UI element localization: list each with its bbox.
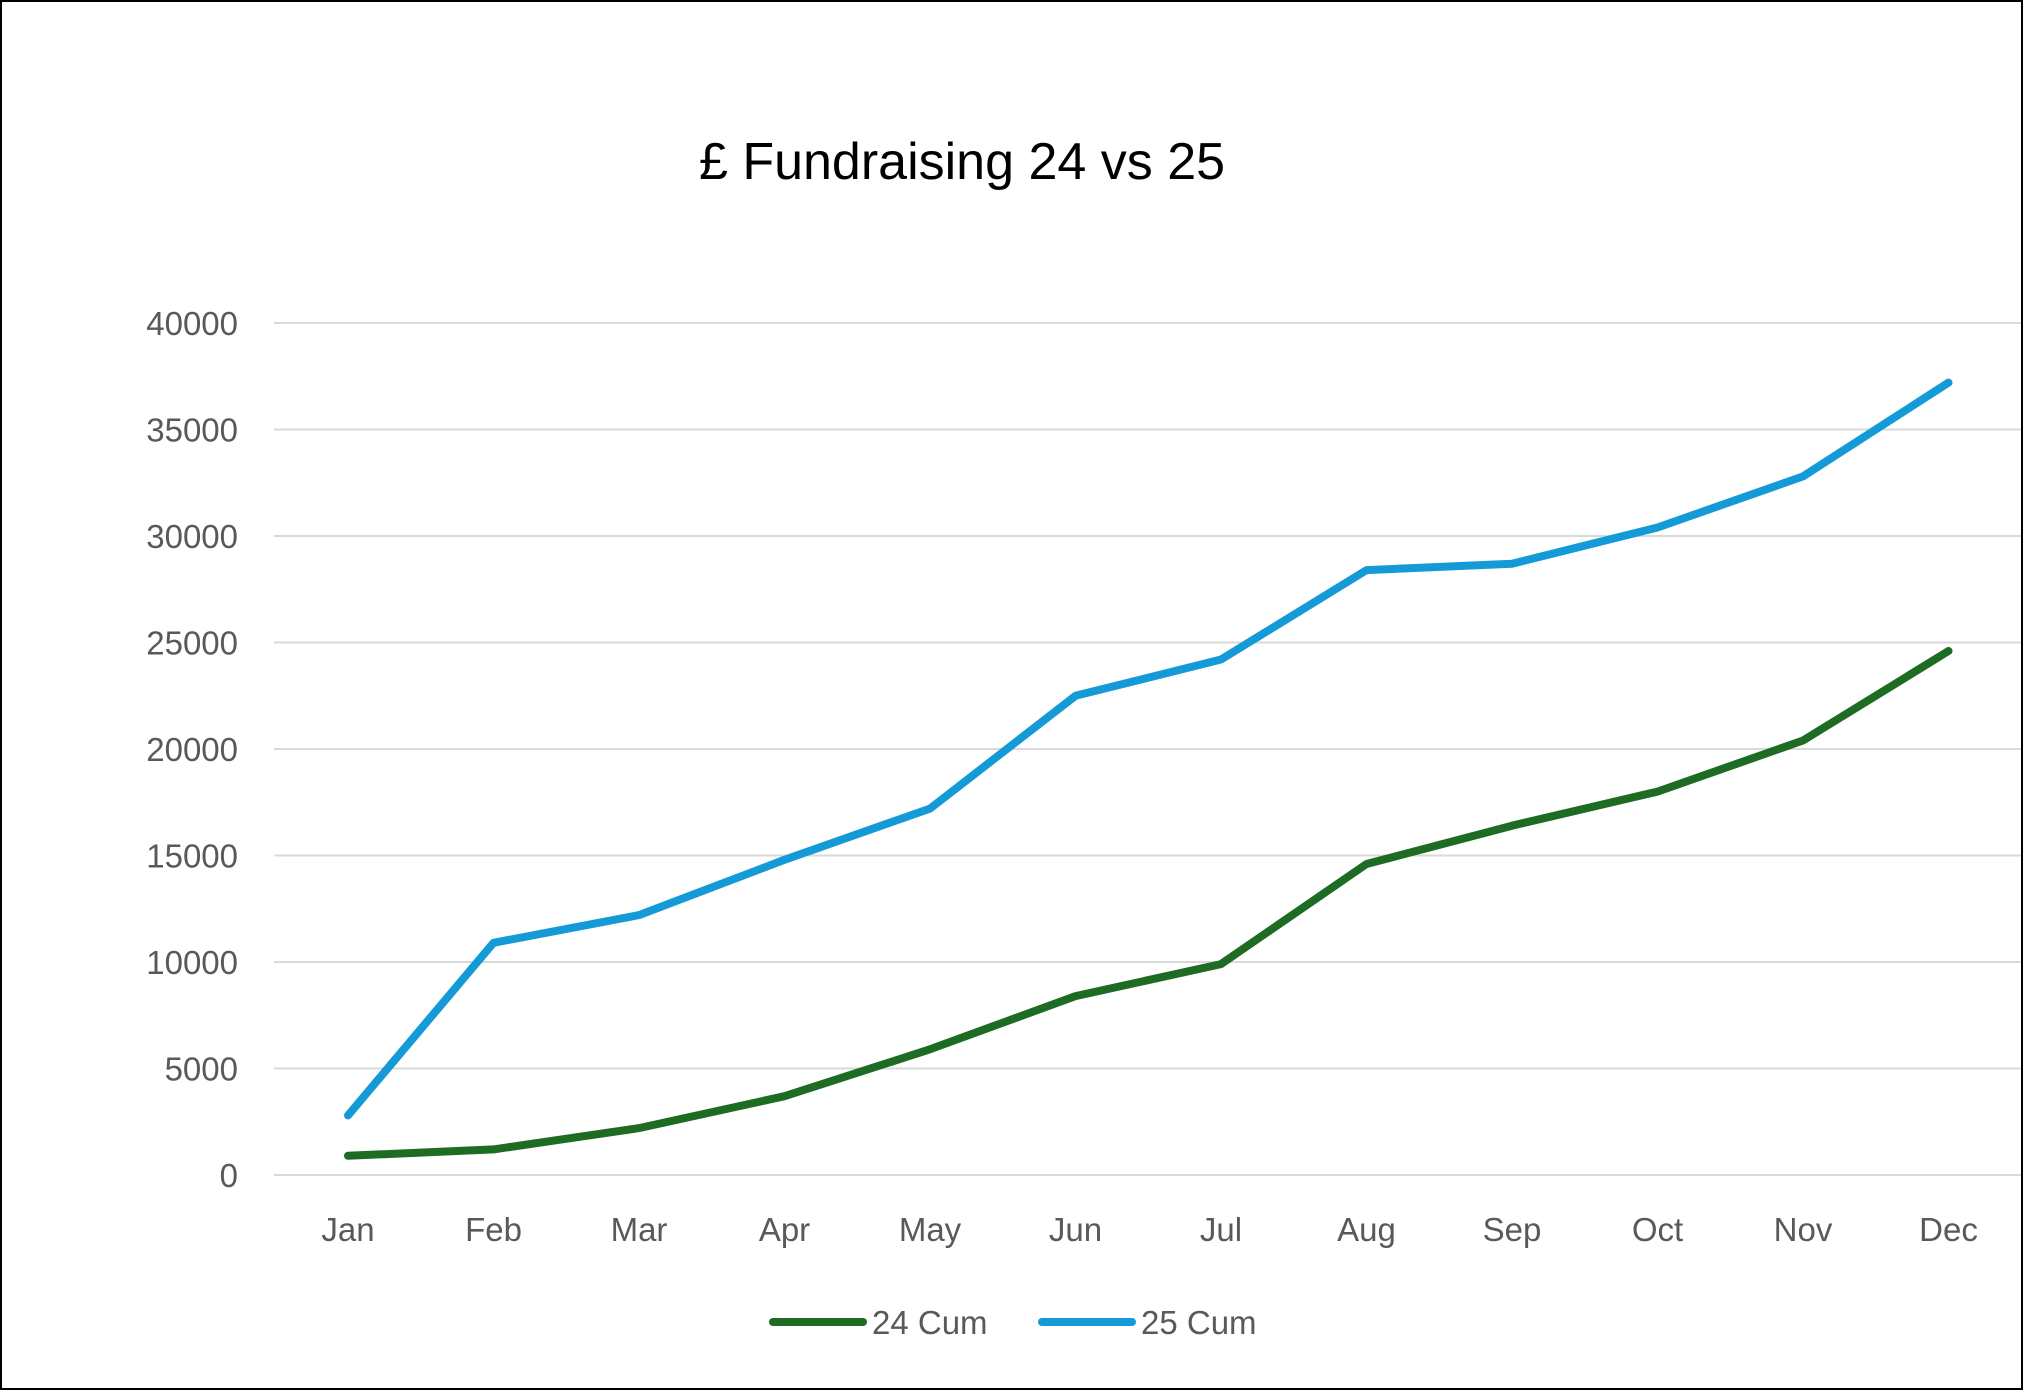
chart-title: £ Fundraising 24 vs 25 [699, 133, 1225, 191]
y-tick-label-20000: 20000 [146, 731, 238, 768]
x-tick-label-aug: Aug [1337, 1211, 1396, 1248]
y-tick-label-30000: 30000 [146, 518, 238, 555]
x-tick-label-sep: Sep [1483, 1211, 1542, 1248]
y-tick-label-0: 0 [220, 1157, 238, 1194]
x-axis-tick-labels: Jan Feb Mar Apr May Jun Jul Aug Sep Oct Nov Dec [321, 1211, 1977, 1248]
x-tick-label-oct: Oct [1632, 1211, 1683, 1248]
legend: 24 Cum 25 Cum [769, 1304, 1257, 1341]
y-tick-label-15000: 15000 [146, 838, 238, 875]
legend-label-1: 24 Cum [872, 1304, 988, 1341]
x-tick-label-nov: Nov [1774, 1211, 1833, 1248]
y-tick-label-35000: 35000 [146, 412, 238, 449]
x-tick-label-may: May [899, 1211, 962, 1248]
x-tick-label-feb: Feb [465, 1211, 522, 1248]
legend-label-2: 25 Cum [1141, 1304, 1257, 1341]
series-lines [344, 378, 1953, 1160]
gridlines [274, 322, 2021, 1176]
y-tick-label-40000: 40000 [146, 305, 238, 342]
y-axis-tick-labels: 0 5000 10000 15000 20000 25000 30000 35000 40000 [146, 305, 238, 1194]
x-tick-label-jul: Jul [1200, 1211, 1242, 1248]
x-tick-label-apr: Apr [759, 1211, 810, 1248]
x-tick-label-mar: Mar [611, 1211, 668, 1248]
x-tick-label-jun: Jun [1049, 1211, 1102, 1248]
y-tick-label-5000: 5000 [165, 1051, 238, 1088]
y-tick-label-10000: 10000 [146, 944, 238, 981]
series-line-2 [344, 378, 1953, 1120]
x-tick-label-jan: Jan [321, 1211, 374, 1248]
x-tick-label-dec: Dec [1919, 1211, 1978, 1248]
y-tick-label-25000: 25000 [146, 625, 238, 662]
series-line-1 [344, 647, 1953, 1160]
